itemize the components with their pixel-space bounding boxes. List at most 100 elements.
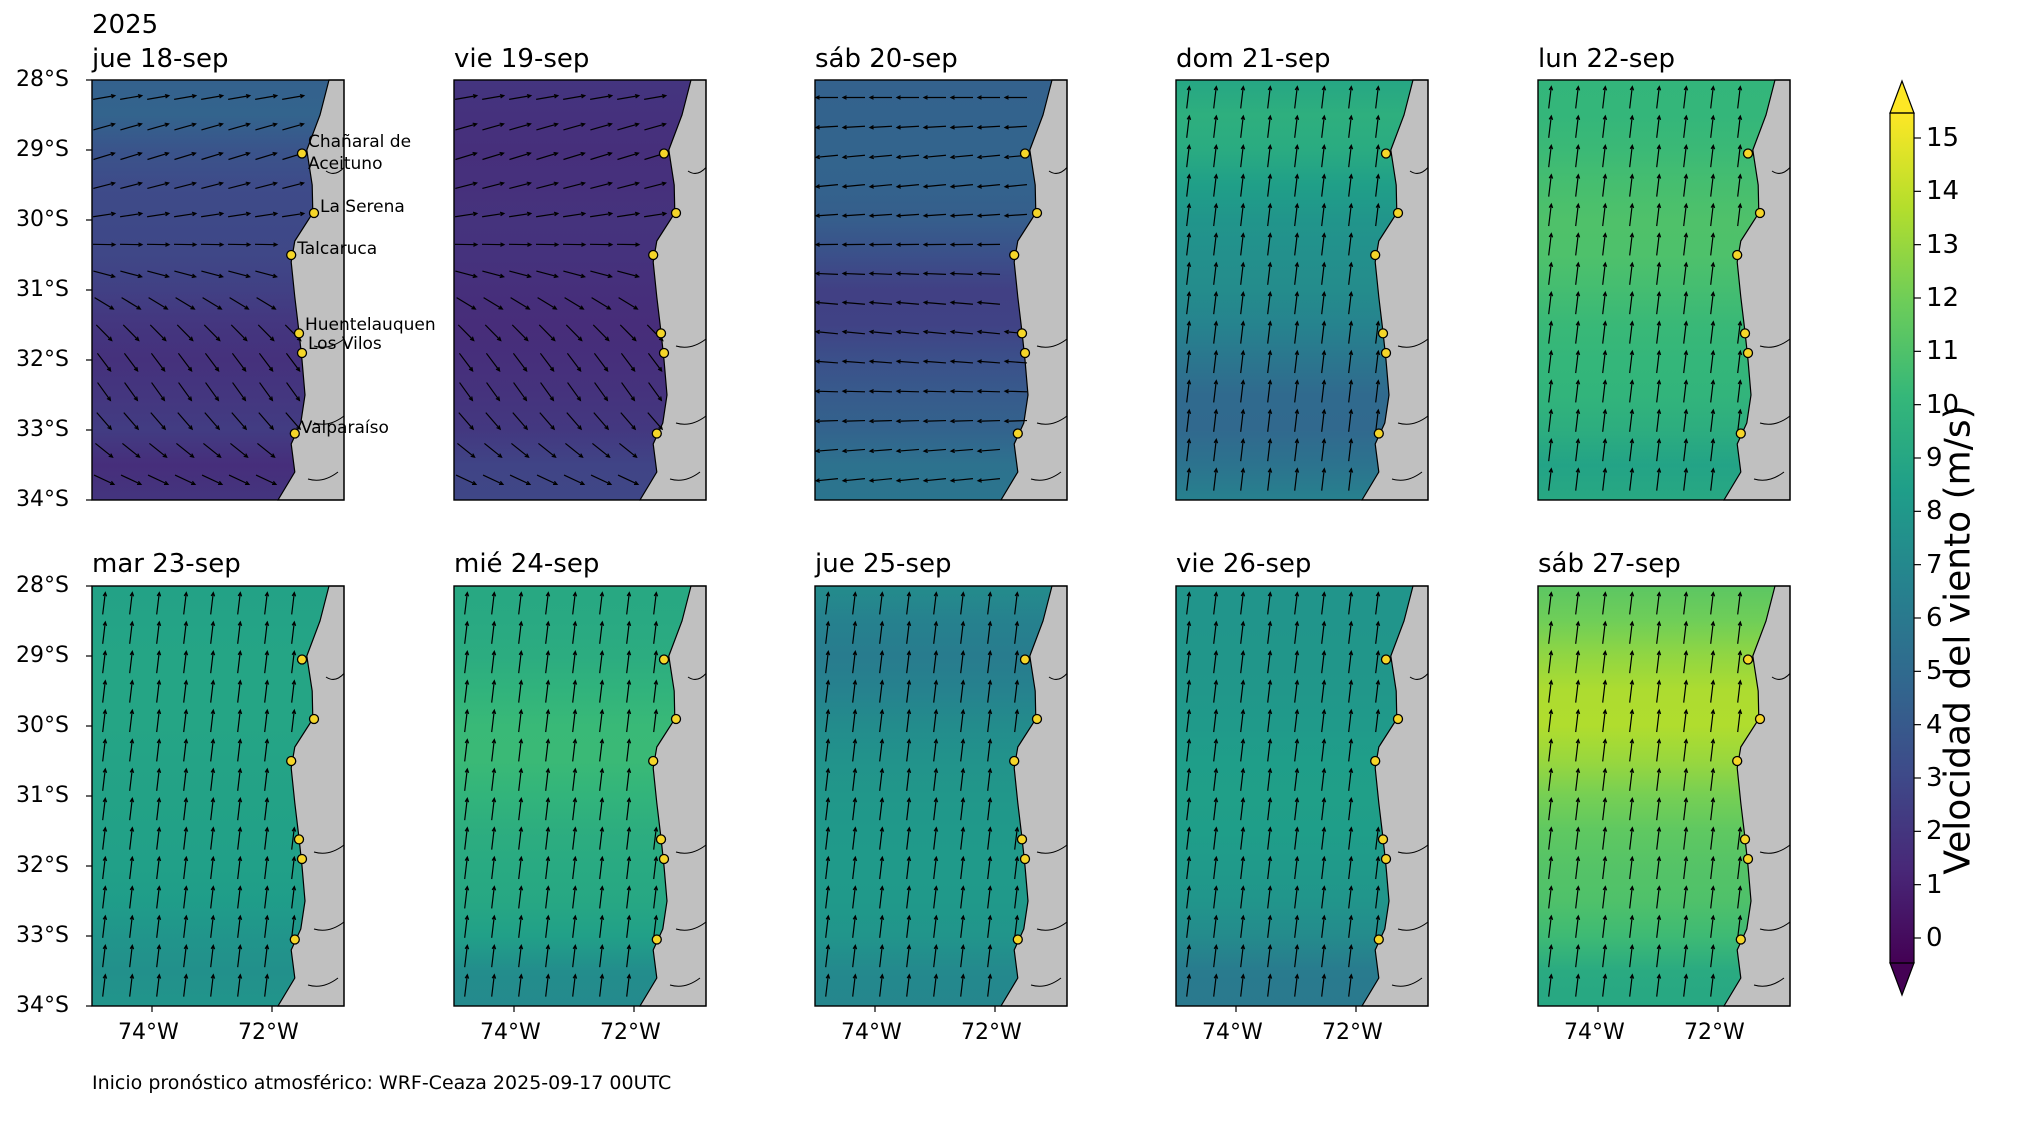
wind-arrow bbox=[590, 151, 613, 161]
wind-arrow bbox=[922, 389, 947, 394]
wind-arrow bbox=[174, 151, 197, 161]
wind-arrow bbox=[1575, 944, 1581, 968]
wind-arrow bbox=[509, 93, 533, 100]
wind-arrow bbox=[922, 359, 947, 364]
wind-arrow bbox=[1348, 591, 1354, 615]
wind-arrow bbox=[841, 184, 866, 189]
wind-arrow bbox=[1737, 349, 1743, 374]
wind-arrow bbox=[1294, 797, 1300, 821]
wind-arrow bbox=[1375, 408, 1381, 432]
wind-arrow bbox=[599, 679, 605, 703]
y-tick-label: 28°S bbox=[16, 67, 69, 92]
colorbar-tick-label: 7 bbox=[1926, 549, 1943, 580]
wind-arrow bbox=[1003, 184, 1028, 189]
wind-arrow bbox=[123, 352, 139, 373]
wind-arrow bbox=[1602, 914, 1608, 938]
wind-arrow bbox=[895, 242, 920, 247]
x-tick-label: 74°W bbox=[480, 1020, 541, 1045]
wind-arrow bbox=[1014, 855, 1020, 880]
wind-arrow bbox=[1321, 944, 1327, 968]
wind-arrow bbox=[599, 885, 605, 909]
wind-arrow bbox=[228, 151, 251, 161]
wind-arrow bbox=[1294, 973, 1300, 997]
wind-arrow bbox=[1186, 408, 1192, 432]
wind-arrow bbox=[93, 93, 117, 100]
panel-frame bbox=[814, 79, 1068, 501]
wind-arrow bbox=[1710, 620, 1716, 644]
wind-arrow bbox=[1294, 944, 1300, 968]
wind-arrow bbox=[545, 944, 551, 968]
wind-arrow bbox=[626, 738, 632, 762]
wind-arrow bbox=[545, 679, 551, 703]
wind-arrow bbox=[264, 797, 270, 821]
station-marker bbox=[1019, 347, 1031, 359]
wind-arrow bbox=[1321, 885, 1327, 909]
wind-arrow bbox=[1375, 144, 1381, 168]
wind-arrow bbox=[455, 151, 478, 161]
wind-arrow bbox=[852, 620, 858, 644]
wind-arrow bbox=[1294, 620, 1300, 644]
wind-arrow bbox=[1294, 291, 1300, 315]
wind-arrow bbox=[1186, 114, 1192, 138]
wind-arrow bbox=[1321, 650, 1327, 674]
wind-arrow bbox=[264, 826, 270, 850]
wind-arrow bbox=[1321, 291, 1327, 315]
wind-arrow bbox=[619, 324, 637, 342]
wind-arrow bbox=[1321, 679, 1327, 703]
wind-arrow bbox=[626, 679, 632, 703]
station-marker bbox=[651, 428, 662, 439]
y-tick-label: 33°S bbox=[16, 417, 69, 442]
wind-arrow bbox=[518, 855, 524, 880]
wind-arrow bbox=[617, 211, 641, 218]
wind-arrow bbox=[545, 797, 551, 821]
wind-arrow bbox=[1321, 591, 1327, 615]
wind-arrow bbox=[210, 855, 216, 880]
wind-arrow bbox=[491, 944, 497, 968]
wind-arrow bbox=[572, 591, 578, 615]
wind-arrow bbox=[1710, 467, 1716, 491]
panel-title: sáb 20-sep bbox=[815, 44, 958, 74]
map-panel bbox=[91, 585, 345, 1007]
wind-arrow bbox=[1267, 797, 1273, 821]
wind-arrow bbox=[120, 122, 143, 131]
wind-arrow bbox=[1186, 620, 1192, 644]
wind-arrow bbox=[1737, 144, 1743, 168]
wind-arrow bbox=[1710, 202, 1716, 227]
colorbar-tick-label: 6 bbox=[1926, 603, 1943, 633]
region-border bbox=[687, 167, 707, 174]
station-marker bbox=[1016, 328, 1028, 339]
x-tick-label: 72°W bbox=[1684, 1020, 1745, 1045]
wind-arrow bbox=[1710, 767, 1716, 791]
wind-arrow bbox=[102, 797, 108, 821]
map-panel bbox=[453, 79, 707, 501]
station-marker bbox=[1392, 207, 1404, 219]
wind-arrow bbox=[210, 738, 216, 762]
wind-arrow bbox=[976, 213, 1001, 218]
wind-arrow bbox=[852, 650, 858, 674]
wind-arrow bbox=[518, 944, 524, 968]
wind-arrow bbox=[1321, 855, 1327, 880]
wind-arrow bbox=[1321, 914, 1327, 938]
wind-arrow bbox=[1348, 797, 1354, 821]
wind-arrow bbox=[1186, 797, 1192, 821]
wind-arrow bbox=[156, 591, 162, 615]
wind-arrow bbox=[987, 885, 993, 909]
wind-arrow bbox=[1267, 944, 1273, 968]
wind-arrow bbox=[1548, 620, 1554, 644]
station-marker bbox=[1732, 249, 1743, 261]
wind-arrow bbox=[536, 122, 559, 131]
wind-arrow bbox=[228, 474, 251, 486]
colorbar-tick-label: 8 bbox=[1926, 496, 1943, 527]
wind-arrow bbox=[1321, 438, 1327, 462]
wind-arrow bbox=[949, 242, 974, 247]
wind-arrow bbox=[976, 300, 1001, 305]
year-label: 2025 bbox=[92, 10, 159, 40]
panel-frame bbox=[453, 79, 707, 501]
wind-arrow bbox=[572, 738, 578, 762]
station-marker bbox=[1370, 249, 1381, 261]
wind-arrow bbox=[933, 679, 939, 703]
wind-arrow bbox=[563, 151, 586, 161]
wind-arrow bbox=[237, 826, 243, 850]
wind-arrow bbox=[1240, 291, 1246, 315]
wind-arrow bbox=[906, 591, 912, 615]
